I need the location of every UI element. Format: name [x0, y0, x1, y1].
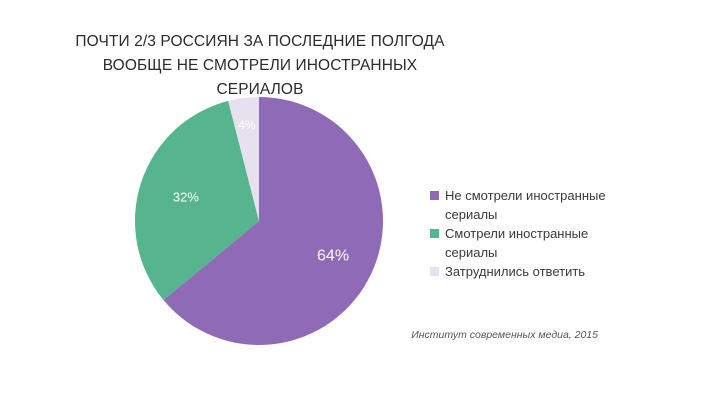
- legend-item-not-watched: Не смотрели иностранные сериалы: [430, 186, 640, 224]
- pie-slice-watched: [134, 100, 259, 301]
- chart-title-line-2: ВООБЩЕ НЕ СМОТРЕЛИ ИНОСТРАННЫХ СЕРИАЛОВ: [102, 57, 418, 98]
- legend-label-undecided: Затруднились ответить: [445, 264, 586, 279]
- legend-swatch-watched: [430, 229, 439, 238]
- pie-label-undecided: 4%: [238, 118, 256, 132]
- chart-title: ПОЧТИ 2/3 РОССИЯН ЗА ПОСЛЕДНИЕ ПОЛГОДА В…: [60, 30, 460, 102]
- legend-swatch-undecided: [430, 267, 439, 276]
- legend-item-undecided: Затруднились ответить: [430, 262, 640, 281]
- pie-slice-undecided: [228, 97, 259, 221]
- source-note: Институт современных медиа, 2015: [411, 329, 598, 341]
- legend: Не смотрели иностранные сериалы Смотрели…: [430, 186, 640, 281]
- pie-label-watched: 32%: [173, 190, 199, 205]
- chart-title-line-1: ПОЧТИ 2/3 РОССИЯН ЗА ПОСЛЕДНИЕ ПОЛГОДА: [75, 33, 445, 50]
- legend-swatch-not-watched: [430, 191, 439, 200]
- pie-label-not-watched: 64%: [317, 247, 349, 264]
- pie-slice-not-watched: [163, 97, 384, 346]
- legend-label-not-watched: Не смотрели иностранные сериалы: [445, 188, 606, 222]
- legend-item-watched: Смотрели иностранные сериалы: [430, 224, 640, 262]
- legend-label-watched: Смотрели иностранные сериалы: [445, 226, 589, 260]
